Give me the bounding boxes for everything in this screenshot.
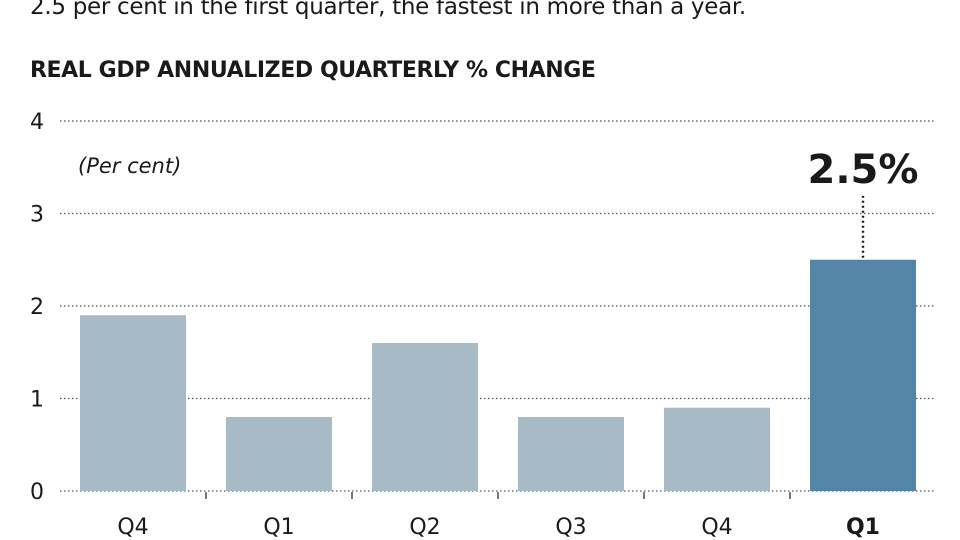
chart-title: REAL GDP ANNUALIZED QUARTERLY % CHANGE [30,58,596,83]
bars [80,259,916,491]
x-tick-label: Q4 [117,515,148,540]
highlight-value-label: 2.5% [808,147,919,193]
y-tick-label: 0 [30,480,44,505]
y-tick-label: 3 [30,203,44,228]
x-tick-label: Q3 [555,515,586,540]
bar [664,407,770,491]
y-axis-ticks: 0 1 2 3 4 [30,110,44,505]
unit-note: (Per cent) [78,154,181,178]
annotations: 2.5% [808,147,919,258]
bar [372,343,478,491]
y-tick-label: 2 [30,295,44,320]
x-tick-label: Q4 [701,515,732,540]
intro-text: 2.5 per cent in the first quarter, the f… [30,0,746,20]
x-tick-label: Q1 [263,515,294,540]
x-axis-ticks: Q4 Q1 Q2 Q3 Q4 Q1 [117,492,880,540]
x-tick-label: Q1 [846,515,880,540]
bar [810,259,916,491]
x-tick-label: Q2 [409,515,440,540]
bar [226,417,332,491]
y-tick-label: 4 [30,110,44,135]
bar [518,417,624,491]
bar [80,315,186,491]
y-tick-label: 1 [30,388,44,413]
gridlines [60,120,936,492]
